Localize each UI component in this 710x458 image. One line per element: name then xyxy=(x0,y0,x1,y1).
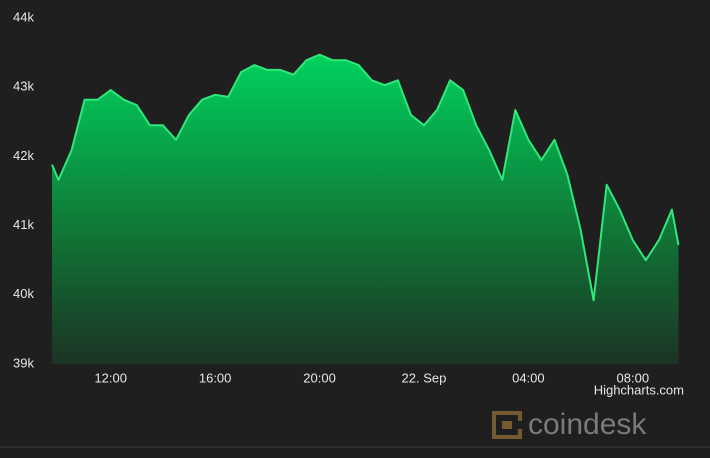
y-tick-label: 39k xyxy=(13,355,34,370)
x-tick-label: 12:00 xyxy=(94,370,127,385)
x-tick-label: 16:00 xyxy=(199,370,232,385)
x-tick-label: 08:00 xyxy=(617,370,650,385)
y-tick-label: 41k xyxy=(13,217,34,232)
y-tick-label: 40k xyxy=(13,286,34,301)
x-tick-label: 22. Sep xyxy=(402,370,447,385)
x-tick-label: 04:00 xyxy=(512,370,545,385)
price-line xyxy=(51,53,680,302)
x-tick-label: 20:00 xyxy=(303,370,336,385)
y-tick-label: 42k xyxy=(13,148,34,163)
area-fill xyxy=(52,54,679,364)
watermark: coindesk xyxy=(528,408,647,441)
y-tick-label: 43k xyxy=(13,79,34,94)
credits[interactable]: Highcharts.com xyxy=(594,382,684,397)
y-tick-label: 44k xyxy=(13,9,34,24)
watermark-logo xyxy=(492,411,522,439)
